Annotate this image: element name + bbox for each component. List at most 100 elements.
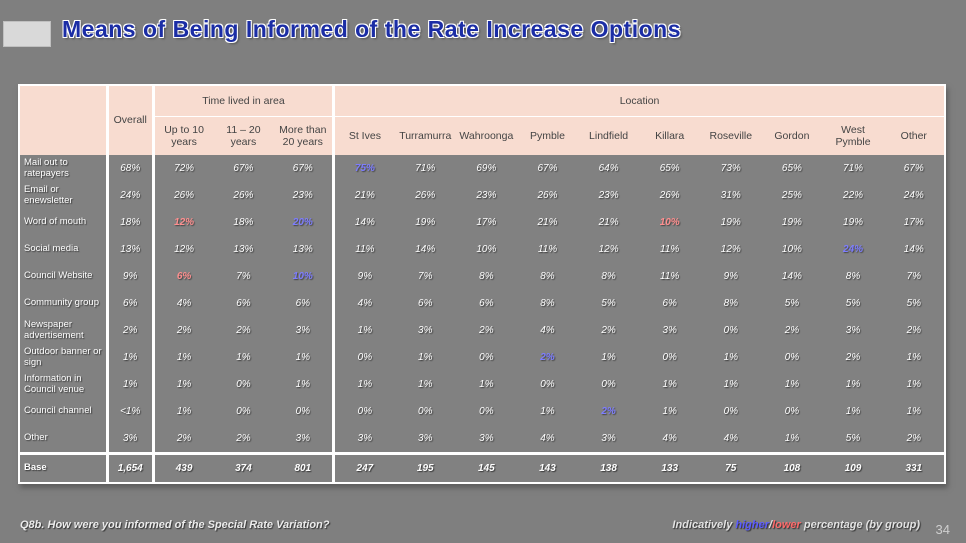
data-cell: 25% (781, 190, 802, 201)
row-label: Community group (24, 297, 99, 309)
legend-higher: higher (735, 519, 770, 531)
data-cell: 6% (295, 298, 311, 309)
base-cell: 133 (639, 452, 701, 483)
base-cell: 374 (213, 452, 274, 483)
data-cell: 0% (418, 406, 433, 417)
data-cell: 5% (845, 298, 861, 309)
data-cell: 9% (105, 263, 154, 290)
data-cell: 2% (236, 325, 251, 336)
column-header-gordon: Gordon (761, 116, 823, 155)
data-cell: 12% (151, 236, 214, 263)
data-cell: 6% (236, 298, 251, 309)
data-cell: 24% (105, 182, 154, 209)
data-cell: 1% (662, 406, 677, 417)
row-label: Newspaper advertisement (24, 319, 84, 341)
data-cell: 71% (415, 163, 436, 174)
row-label: Email or enewsletter (24, 184, 73, 206)
table-row: Council channel <1% 1% 0% 0% 0% 0% 0% 1% 2% 1% 0% 0%… (19, 398, 945, 425)
data-cell: 73% (720, 163, 741, 174)
data-cell: 0% (601, 379, 616, 390)
data-cell: 19% (415, 217, 436, 228)
column-header-west-pymble: West Pymble (822, 116, 884, 155)
base-cell: 439 (151, 452, 214, 483)
data-cell: 67% (233, 163, 254, 174)
table-row: Information in Council venue 1% 1% 0% 1% 1% 1%… (19, 371, 945, 398)
data-cell: 0% (723, 325, 739, 336)
data-cell: 11% (537, 244, 558, 255)
data-cell: 4% (332, 290, 395, 317)
data-cell: 1% (151, 344, 214, 371)
row-label: Council channel (24, 405, 92, 417)
base-cell: 138 (578, 452, 640, 483)
base-cell: 247 (332, 452, 395, 483)
data-cell: 6% (151, 263, 214, 290)
data-cell: 7% (906, 271, 922, 282)
data-cell: 8% (723, 298, 739, 309)
data-cell: 3% (332, 425, 395, 454)
table-row: Newspaper advertisement 2% 2% 2% 3% 1% 3% 2% 4% 2… (19, 317, 945, 344)
base-cell: 1,654 (105, 452, 154, 483)
data-cell: 11% (660, 244, 680, 255)
base-cell: 143 (516, 452, 579, 483)
data-cell: <1% (105, 398, 154, 425)
data-cell: 5% (601, 298, 616, 309)
data-cell: 6% (662, 298, 677, 309)
data-cell: 2% (151, 317, 214, 344)
table-row: Community group 6% 4% 6% 6% 4% 6% 6% 8% 5% 6% 8% 5% 5… (19, 290, 945, 317)
data-cell: 3% (479, 433, 494, 444)
data-cell: 12% (598, 244, 619, 255)
data-cell: 2% (236, 433, 251, 444)
column-header-more-than-20-years: More than 20 years (273, 116, 334, 155)
data-cell: 2% (601, 325, 616, 336)
data-cell: 0% (479, 406, 494, 417)
data-cell: 3% (105, 425, 154, 454)
data-cell: 14% (332, 209, 395, 236)
data-cell: 21% (598, 217, 619, 228)
data-cell: 10% (781, 244, 802, 255)
data-cell: 13% (105, 236, 154, 263)
base-cell: 801 (273, 452, 334, 483)
results-table: Overall Time lived in area Location Up to 1… (18, 84, 946, 484)
data-cell: 2% (479, 325, 494, 336)
legend-slash: / (769, 519, 773, 531)
page-number: 34 (935, 522, 950, 537)
data-cell: 19% (843, 217, 864, 228)
legend-prefix: Indicatively (672, 519, 736, 531)
base-cell: 108 (761, 452, 823, 483)
table-row: Other 3% 2% 2% 3% 3% 3% 3% 4% 3% 4% 4% 1% 5% 2% (19, 425, 945, 454)
data-cell: 10% (476, 244, 497, 255)
group-header-time-lived-in-area: Time lived in area (151, 85, 334, 117)
data-cell: 8% (601, 271, 616, 282)
row-label: Mail out to ratepayers (24, 157, 69, 179)
data-cell: 2% (784, 325, 800, 336)
data-cell: 26% (151, 182, 214, 209)
table-row: Mail out to ratepayers 68% 72% 67% 67% 75% 71%… (19, 155, 945, 182)
data-cell: 12% (720, 244, 741, 255)
data-cell: 20% (292, 217, 313, 228)
data-cell: 23% (476, 190, 497, 201)
data-cell: 2% (105, 317, 154, 344)
data-cell: 26% (233, 190, 254, 201)
data-cell: 19% (720, 217, 741, 228)
data-cell: 0% (295, 406, 311, 417)
base-cell: 331 (883, 452, 945, 483)
data-cell: 1% (723, 379, 739, 390)
column-header-turramurra: Turramurra (394, 116, 456, 155)
data-cell: 3% (418, 325, 433, 336)
data-cell: 1% (906, 352, 922, 363)
base-cell: 109 (822, 452, 884, 483)
data-cell: 1% (845, 406, 861, 417)
column-header-st-ives: St Ives (332, 116, 395, 155)
data-cell: 11% (660, 271, 680, 282)
data-cell: 0% (723, 406, 739, 417)
data-cell: 3% (418, 433, 433, 444)
data-cell: 2% (845, 352, 861, 363)
data-cell: 1% (418, 379, 433, 390)
significance-legend: Indicatively higher/lower percentage (by… (672, 519, 920, 531)
data-cell: 3% (662, 325, 677, 336)
group-header-location: Location (332, 85, 945, 117)
question-footnote: Q8b. How were you informed of the Specia… (20, 519, 330, 531)
data-cell: 2% (906, 433, 922, 444)
data-cell: 1% (332, 317, 395, 344)
